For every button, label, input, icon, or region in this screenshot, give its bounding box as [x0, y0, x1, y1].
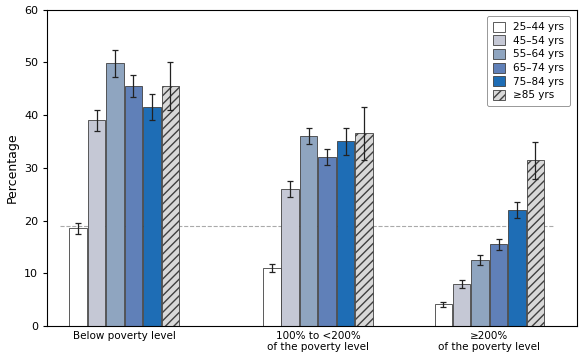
- Legend: 25–44 yrs, 45–54 yrs, 55–64 yrs, 65–74 yrs, 75–84 yrs, ≥85 yrs: 25–44 yrs, 45–54 yrs, 55–64 yrs, 65–74 y…: [487, 16, 570, 106]
- Y-axis label: Percentage: Percentage: [6, 132, 19, 203]
- Bar: [263, 268, 280, 326]
- Bar: [453, 284, 470, 326]
- Bar: [337, 141, 354, 326]
- Bar: [125, 86, 142, 326]
- Bar: [318, 157, 336, 326]
- Bar: [434, 304, 452, 326]
- Bar: [282, 189, 299, 326]
- Bar: [526, 160, 545, 326]
- Bar: [300, 136, 317, 326]
- Bar: [106, 63, 124, 326]
- Bar: [508, 210, 526, 326]
- Bar: [88, 120, 106, 326]
- Bar: [490, 244, 507, 326]
- Bar: [161, 86, 179, 326]
- Bar: [143, 107, 161, 326]
- Bar: [69, 228, 87, 326]
- Bar: [355, 134, 373, 326]
- Bar: [472, 260, 489, 326]
